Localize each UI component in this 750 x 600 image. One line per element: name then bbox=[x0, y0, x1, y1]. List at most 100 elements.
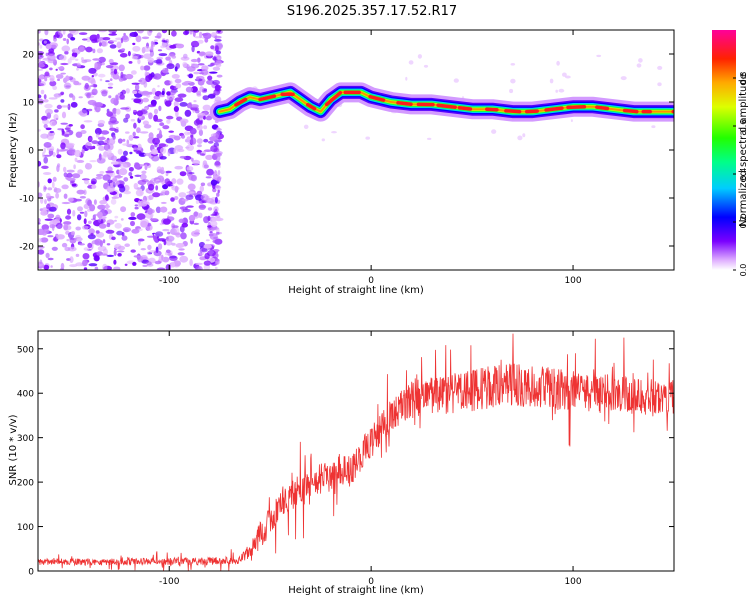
noise-blob bbox=[61, 111, 67, 119]
noise-blob bbox=[159, 129, 162, 137]
noise-blob bbox=[207, 207, 213, 211]
noise-blob bbox=[69, 264, 78, 268]
snr-y-tick-label: 400 bbox=[17, 390, 34, 400]
noise-blobs bbox=[38, 30, 674, 270]
noise-blob bbox=[60, 99, 65, 103]
noise-blob bbox=[97, 119, 106, 125]
noise-blob bbox=[169, 89, 176, 96]
noise-blob bbox=[105, 170, 115, 174]
noise-blob bbox=[143, 53, 152, 59]
noise-blob bbox=[120, 37, 124, 44]
noise-blob bbox=[510, 63, 516, 66]
noise-blob bbox=[167, 252, 172, 256]
noise-blob bbox=[162, 218, 171, 225]
noise-blob bbox=[107, 148, 112, 156]
noise-blob bbox=[64, 50, 69, 55]
noise-blob bbox=[70, 180, 74, 185]
noise-blob bbox=[191, 63, 200, 69]
noise-blob bbox=[167, 211, 173, 215]
noise-blob bbox=[132, 90, 138, 95]
noise-blob bbox=[116, 230, 123, 236]
noise-blob bbox=[63, 221, 72, 225]
noise-blob bbox=[212, 79, 221, 86]
noise-blob bbox=[165, 238, 173, 246]
noise-blob bbox=[72, 49, 76, 53]
noise-blob bbox=[217, 169, 221, 176]
noise-blob bbox=[213, 55, 217, 62]
noise-blob bbox=[117, 138, 123, 144]
noise-blob bbox=[39, 265, 45, 268]
spectrogram-y-axis-label: Frequency (Hz) bbox=[8, 112, 19, 188]
noise-blob bbox=[114, 219, 117, 222]
noise-blob bbox=[209, 71, 218, 74]
noise-blob bbox=[118, 168, 128, 176]
snr-y-tick-label: 300 bbox=[17, 434, 34, 444]
noise-blob bbox=[214, 88, 222, 92]
noise-blob bbox=[79, 196, 86, 199]
spectrogram-plot-area bbox=[38, 30, 674, 270]
noise-blob bbox=[38, 68, 44, 71]
noise-blob bbox=[45, 252, 50, 259]
noise-blob bbox=[90, 79, 96, 86]
noise-blob bbox=[510, 78, 516, 84]
noise-blob bbox=[44, 186, 47, 190]
noise-blob bbox=[57, 66, 65, 70]
noise-blob bbox=[141, 170, 147, 174]
noise-blob bbox=[63, 172, 68, 178]
noise-blob bbox=[91, 184, 97, 189]
noise-blob bbox=[152, 192, 161, 198]
ridge-peak bbox=[524, 109, 539, 114]
noise-blob bbox=[139, 200, 148, 207]
noise-blob bbox=[63, 224, 72, 231]
noise-blob bbox=[303, 124, 309, 129]
noise-blob bbox=[171, 178, 177, 185]
noise-blob bbox=[97, 136, 106, 141]
noise-blob bbox=[205, 154, 214, 160]
noise-blob bbox=[122, 143, 130, 146]
noise-blob bbox=[202, 104, 211, 111]
noise-blob bbox=[63, 82, 72, 90]
noise-blob bbox=[112, 74, 120, 80]
noise-blob bbox=[60, 122, 68, 125]
noise-blob bbox=[165, 56, 171, 61]
noise-blob bbox=[61, 133, 70, 136]
noise-blob bbox=[78, 45, 85, 52]
noise-blob bbox=[75, 262, 85, 267]
noise-blob bbox=[66, 142, 75, 147]
noise-blob bbox=[217, 189, 220, 194]
noise-blob bbox=[55, 192, 59, 199]
noise-blob bbox=[151, 155, 160, 162]
noise-blob bbox=[213, 35, 222, 39]
noise-blob bbox=[110, 155, 117, 161]
noise-blob bbox=[82, 253, 90, 260]
noise-blob bbox=[47, 54, 56, 61]
snr-x-ticks: -100 0 100 bbox=[159, 331, 582, 587]
noise-blob bbox=[198, 129, 203, 137]
noise-blob bbox=[423, 64, 429, 68]
noise-blob bbox=[205, 176, 212, 179]
noise-blob bbox=[44, 71, 50, 77]
noise-blob bbox=[119, 94, 125, 100]
noise-blob bbox=[56, 154, 62, 159]
noise-blob bbox=[134, 206, 139, 210]
noise-blob bbox=[47, 187, 53, 191]
noise-blob bbox=[132, 261, 137, 266]
noise-blob bbox=[214, 161, 221, 167]
noise-blob bbox=[157, 128, 161, 131]
noise-blob bbox=[99, 170, 105, 174]
noise-blob bbox=[147, 244, 152, 251]
noise-blob bbox=[48, 97, 58, 100]
noise-blob bbox=[562, 72, 567, 77]
noise-blob bbox=[150, 72, 155, 78]
colorbar-tick-label: 0.4 bbox=[739, 168, 748, 181]
noise-blob bbox=[167, 149, 171, 157]
noise-blob bbox=[134, 162, 140, 166]
noise-blob bbox=[86, 92, 91, 99]
noise-blob bbox=[53, 37, 57, 42]
noise-blob bbox=[189, 30, 193, 35]
noise-blob bbox=[121, 36, 130, 43]
noise-blob bbox=[87, 234, 96, 240]
noise-blob bbox=[188, 73, 194, 79]
noise-blob bbox=[56, 234, 65, 240]
noise-blob bbox=[148, 132, 154, 140]
